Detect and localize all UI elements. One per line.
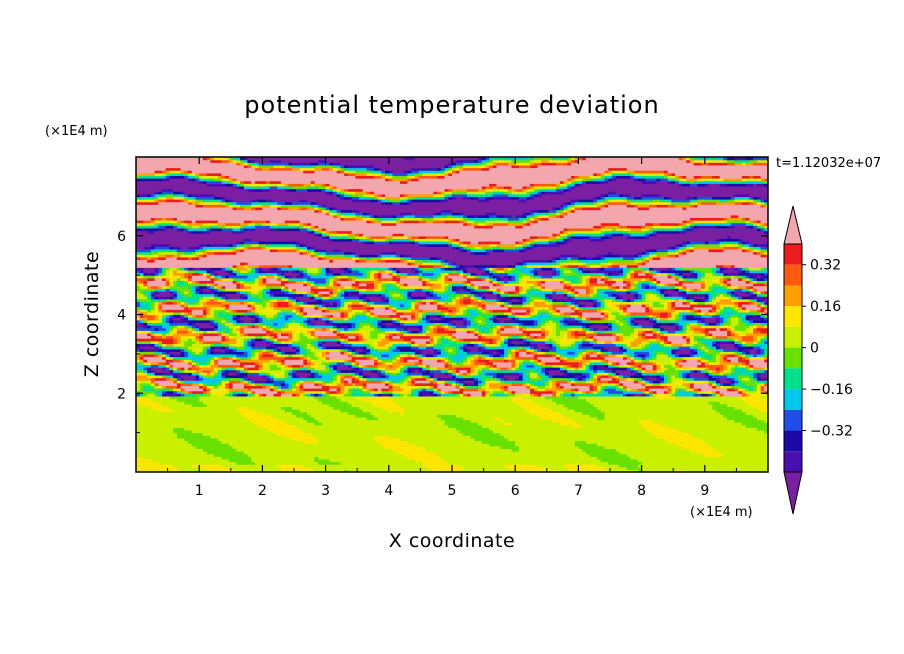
y-unit-label: (×1E4 m) — [45, 124, 108, 139]
time-label: t=1.12032e+07 — [776, 156, 881, 171]
chart-title: potential temperature deviation — [244, 91, 659, 119]
contour-field — [136, 157, 769, 473]
